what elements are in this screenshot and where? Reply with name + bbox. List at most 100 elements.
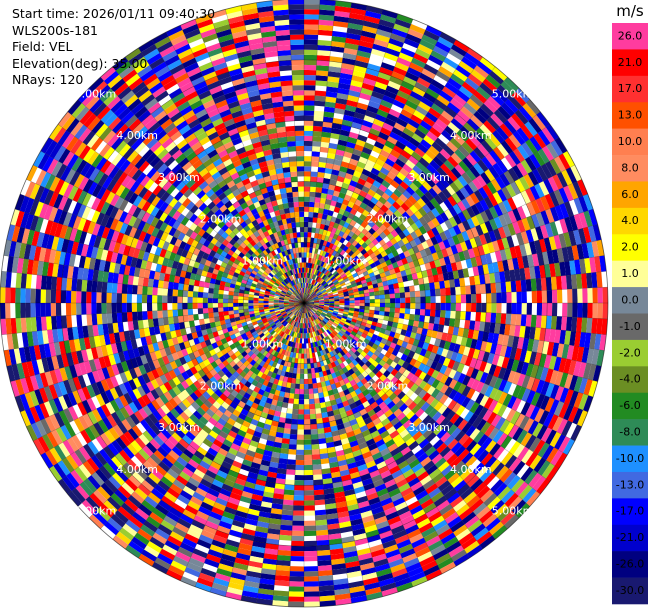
gate-cell [526, 215, 536, 230]
gate-cell [402, 177, 413, 187]
gate-cell [443, 106, 458, 118]
gate-cell [354, 278, 361, 284]
gate-cell [483, 120, 497, 134]
gate-cell [550, 449, 563, 466]
gate-cell [597, 287, 603, 303]
gate-cell [357, 206, 365, 214]
gate-cell [454, 430, 466, 442]
gate-cell [444, 386, 454, 397]
gate-cell [525, 229, 535, 243]
gate-cell [487, 95, 502, 110]
gate-cell [509, 324, 516, 337]
gate-cell [374, 141, 385, 150]
gate-cell [577, 179, 588, 196]
gate-cell [409, 62, 424, 73]
gate-cell [286, 464, 296, 470]
gate-cell [545, 429, 557, 445]
gate-cell [555, 275, 563, 290]
gate-cell [310, 423, 318, 430]
gate-cell [508, 151, 521, 166]
gate-cell [399, 313, 405, 319]
gate-cell [363, 164, 374, 173]
gate-cell [586, 348, 595, 365]
gate-cell [465, 303, 472, 312]
gate-cell [571, 274, 578, 289]
gate-cell [577, 303, 583, 318]
gate-cell [376, 109, 389, 118]
gate-cell [516, 360, 525, 374]
gate-cell [318, 254, 323, 261]
gate-cell [550, 276, 557, 291]
gate-cell [435, 204, 445, 215]
gate-cell [479, 123, 493, 137]
gate-cell [445, 310, 451, 319]
gate-cell [329, 56, 343, 63]
gate-cell [334, 102, 347, 110]
gate-cell [311, 268, 315, 275]
gate-cell [324, 106, 335, 113]
gate-cell [406, 216, 415, 226]
gate-cell [378, 184, 388, 193]
gate-cell [386, 113, 399, 123]
gate-cell [568, 390, 579, 407]
gate-cell [324, 316, 330, 321]
gate-cell [320, 192, 328, 199]
gate-cell [304, 24, 319, 30]
gate-cell [381, 192, 391, 201]
gate-cell [324, 219, 331, 226]
gate-cell [494, 323, 501, 334]
gate-cell [298, 409, 304, 415]
gate-cell [321, 213, 328, 220]
gate-cell [332, 30, 347, 38]
gate-cell [311, 156, 320, 162]
gate-cell [591, 318, 598, 334]
gate-cell [479, 222, 489, 234]
gate-cell [488, 166, 500, 179]
gate-cell [351, 318, 358, 323]
gate-cell [354, 267, 362, 273]
gate-cell [384, 188, 394, 197]
gate-cell [313, 125, 323, 132]
gate-cell [384, 270, 391, 277]
gate-cell [538, 353, 547, 368]
gate-cell [361, 332, 368, 339]
gate-cell [357, 245, 365, 253]
gate-cell [319, 448, 328, 455]
gate-cell [304, 550, 318, 557]
gate-cell [469, 320, 476, 330]
gate-cell [480, 103, 494, 117]
gate-cell [349, 323, 355, 329]
gate-cell [373, 314, 380, 319]
gate-cell [291, 540, 304, 547]
gate-cell [592, 303, 598, 319]
gate-cell [296, 444, 304, 450]
gate-cell [369, 95, 383, 105]
gate-cell [501, 292, 507, 303]
gate-cell [417, 124, 430, 135]
gate-cell [461, 81, 477, 95]
gate-cell [404, 286, 410, 293]
gate-cell [471, 379, 480, 391]
gate-cell [455, 405, 466, 417]
gate-cell [333, 320, 340, 326]
gate-cell [475, 127, 489, 141]
gate-cell [551, 303, 558, 317]
gate-cell [297, 424, 304, 430]
gate-cell [354, 300, 360, 303]
gate-cell [507, 167, 520, 182]
gate-cell [339, 298, 345, 302]
gate-cell [357, 261, 364, 268]
gate-cell [455, 353, 464, 363]
gate-cell [401, 341, 409, 349]
gate-cell [351, 283, 358, 288]
gate-cell [419, 72, 434, 84]
gate-cell [331, 244, 337, 251]
gate-cell [458, 344, 466, 355]
gate-cell [414, 290, 421, 298]
gate-cell [411, 133, 424, 144]
gate-cell [531, 214, 541, 228]
gate-cell [493, 216, 503, 229]
gate-cell [334, 319, 341, 324]
gate-cell [507, 424, 520, 439]
gate-cell [498, 214, 508, 227]
